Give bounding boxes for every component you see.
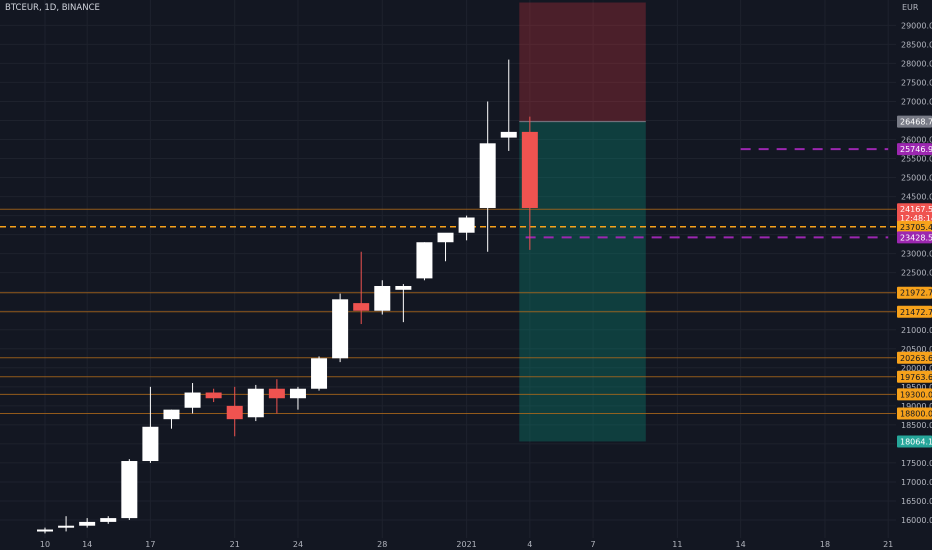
candle-body[interactable]: [121, 461, 138, 519]
price-tick-label: 16000.00: [901, 516, 932, 525]
symbol-title: BTCEUR, 1D, BINANCE: [5, 3, 100, 13]
price-tick-label: 23000.00: [901, 250, 932, 259]
price-label-tag: [897, 220, 932, 233]
price-label-text: 21972.72: [900, 289, 932, 298]
price-label-text: 25746.96: [900, 145, 932, 154]
take-profit-zone[interactable]: [519, 121, 646, 442]
long-position-tool: [519, 2, 646, 442]
candle-body[interactable]: [332, 299, 349, 359]
price-label-tag: [897, 305, 932, 318]
date-tick-label: 24: [293, 540, 303, 549]
candle-body[interactable]: [58, 525, 75, 528]
price-label-text: 20263.63: [900, 354, 932, 363]
price-label-tag: [897, 143, 932, 156]
price-tick-label: 24500.00: [901, 193, 932, 202]
price-tick-label: 20000.00: [901, 364, 932, 373]
date-tick-label: 14: [736, 540, 746, 549]
price-tick-label: 25500.00: [901, 155, 932, 164]
price-axis[interactable]: [896, 0, 932, 550]
price-tick-label: 19000.00: [901, 402, 932, 411]
candle-body[interactable]: [353, 303, 370, 311]
price-label-text: 19763.63: [900, 373, 932, 382]
price-label-text: 26468.71: [900, 118, 932, 127]
currency-label: EUR: [902, 3, 919, 12]
candle-body[interactable]: [205, 392, 222, 399]
price-tick-label: 17500.00: [901, 459, 932, 468]
price-tick-label: 26000.00: [901, 136, 932, 145]
candle-body[interactable]: [226, 405, 243, 420]
price-tick-label: 25000.00: [901, 174, 932, 183]
candle-body[interactable]: [521, 131, 538, 208]
time-axis-ticks: 10 14 17 21 24 28 2021 4 7 11 14 18 21: [40, 540, 893, 549]
price-tick-label: 27000.00: [901, 97, 932, 106]
candle-body[interactable]: [79, 521, 96, 526]
date-tick-label: 7: [591, 540, 596, 549]
price-tick-label: 17000.00: [901, 478, 932, 487]
candle-body[interactable]: [311, 358, 328, 389]
price-tick-label: 20500.00: [901, 345, 932, 354]
price-tick-label: 19500.00: [901, 383, 932, 392]
candle-body[interactable]: [395, 285, 412, 290]
price-tick-label: 18500.00: [901, 421, 932, 430]
price-label-tag: [897, 351, 932, 364]
candle-body[interactable]: [268, 388, 285, 399]
price-label-text: 19300.00: [900, 390, 932, 399]
price-tick-label: 21000.00: [901, 326, 932, 335]
time-axis[interactable]: [0, 538, 896, 550]
price-tick-label: 16500.00: [901, 497, 932, 506]
price-labels: 26468.71 25746.96 24167.5412:48:1423705.41…: [897, 115, 932, 448]
price-label-text: 18064.10: [900, 437, 932, 446]
date-tick-label: 21: [883, 540, 893, 549]
candle-body[interactable]: [37, 529, 53, 532]
price-label-tag: [897, 231, 932, 244]
date-tick-label: 17: [145, 540, 155, 549]
price-label-tag: [897, 370, 932, 383]
price-label-tag: [897, 388, 932, 401]
price-label-tag: [897, 115, 932, 128]
price-tick-label: 28500.00: [901, 40, 932, 49]
candle-body[interactable]: [374, 285, 391, 311]
price-tick-label: 22500.00: [901, 269, 932, 278]
price-label-tag: [897, 435, 932, 448]
price-label-text: 21472.72: [900, 308, 932, 317]
price-tick-label: 29000.00: [901, 21, 932, 30]
candle-body[interactable]: [500, 131, 517, 138]
price-label-text: 23428.56: [900, 233, 932, 242]
price-tick-label: 27500.00: [901, 78, 932, 87]
date-tick-label: 18: [820, 540, 830, 549]
candle-body[interactable]: [458, 217, 475, 233]
price-label-text: 18800.00: [900, 409, 932, 418]
grid: [0, 0, 896, 538]
candles: [37, 59, 538, 534]
date-tick-label: 21: [230, 540, 240, 549]
candle-body[interactable]: [247, 388, 264, 418]
candle-body[interactable]: [289, 388, 306, 399]
date-tick-label: 4: [527, 540, 532, 549]
price-label-text: 23705.41: [900, 223, 932, 232]
price-label-tag: [897, 407, 932, 420]
candle-body[interactable]: [416, 242, 433, 279]
candle-body[interactable]: [142, 426, 159, 462]
candle-body[interactable]: [163, 409, 180, 420]
horizontal-lines: [0, 148, 896, 414]
date-tick-label: 11: [672, 540, 682, 549]
date-tick-label: 28: [377, 540, 387, 549]
date-tick-label: 2021: [456, 540, 476, 549]
price-label-text: 12:48:14: [900, 214, 932, 223]
candle-body[interactable]: [479, 143, 496, 208]
candle-body[interactable]: [100, 518, 117, 522]
candle-body[interactable]: [184, 392, 201, 408]
price-tick-label: 28000.00: [901, 59, 932, 68]
date-tick-label: 10: [40, 540, 50, 549]
stop-loss-zone[interactable]: [519, 2, 646, 122]
candle-body[interactable]: [437, 232, 454, 243]
price-label-text: 24167.54: [900, 205, 932, 214]
date-tick-label: 14: [82, 540, 92, 549]
price-label-tag: [897, 286, 932, 299]
